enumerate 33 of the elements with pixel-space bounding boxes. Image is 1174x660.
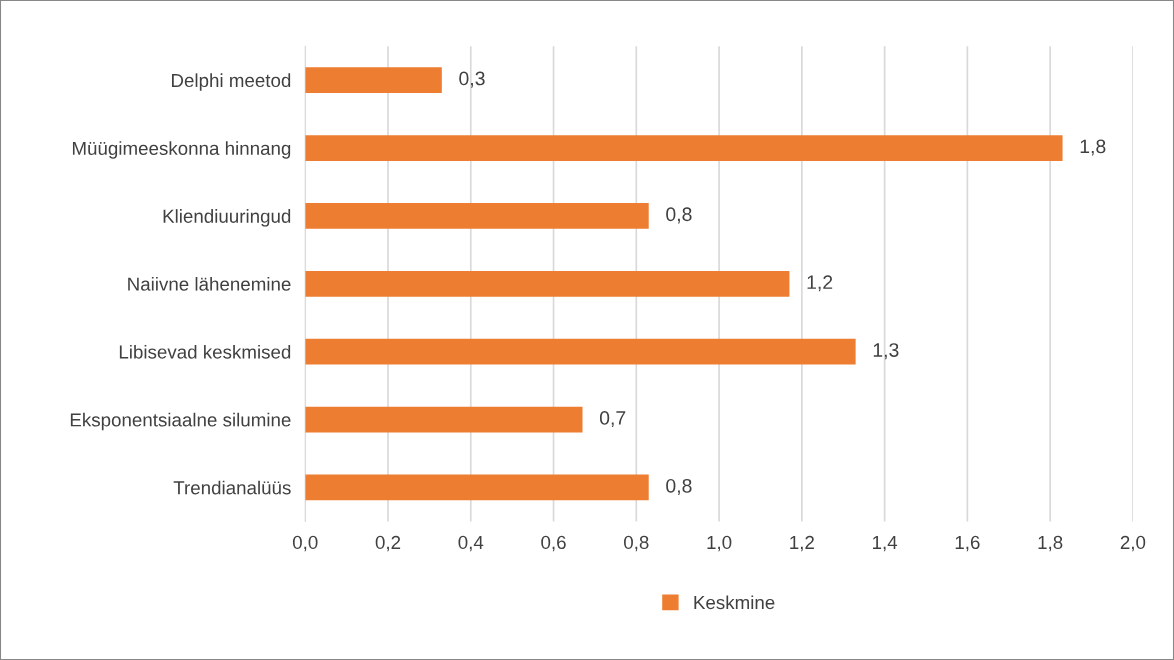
x-tick-label: 2,0 [1120, 535, 1146, 552]
bar [305, 270, 790, 297]
data-label: 1,8 [1080, 139, 1106, 156]
y-tick-label: Müügimeeskonna hinnang [72, 141, 291, 159]
data-label: 0,3 [459, 71, 485, 88]
y-tick-label: Kliendiuuringud [163, 209, 291, 227]
bar [305, 406, 583, 433]
x-tick-label: 0,4 [458, 535, 484, 552]
x-tick-label: 1,0 [707, 535, 732, 552]
bar [305, 203, 649, 229]
x-tick-label: 0,2 [375, 535, 401, 552]
x-tick-label: 0,0 [292, 535, 318, 552]
x-tick-label: 1,4 [873, 535, 898, 552]
bar [305, 135, 1063, 161]
y-tick-label: Trendianalüüs [173, 480, 291, 495]
data-label: 1,3 [873, 343, 899, 360]
x-tick-label: 0,8 [624, 535, 649, 552]
x-tick-label: 1,8 [1038, 535, 1063, 552]
x-tick-label: 1,6 [955, 535, 980, 552]
data-label: 0,8 [666, 478, 692, 495]
bar [305, 474, 649, 501]
y-tick-label: Naiivne lähenemine [128, 277, 291, 291]
legend-label: Keskmine [694, 595, 775, 610]
data-label: 0,7 [599, 411, 626, 428]
data-label: 0,8 [666, 207, 692, 224]
y-tick-label: Eksponentsiaalne silumine [70, 412, 291, 431]
y-tick-label: Delphi meetod [171, 73, 291, 91]
data-label: 1,2 [807, 275, 833, 292]
x-tick-label: 1,2 [790, 535, 814, 552]
bar [305, 67, 442, 94]
bar [305, 338, 856, 365]
x-tick-label: 0,6 [541, 535, 566, 552]
y-tick-label: Libisevad keskmised [119, 344, 291, 359]
